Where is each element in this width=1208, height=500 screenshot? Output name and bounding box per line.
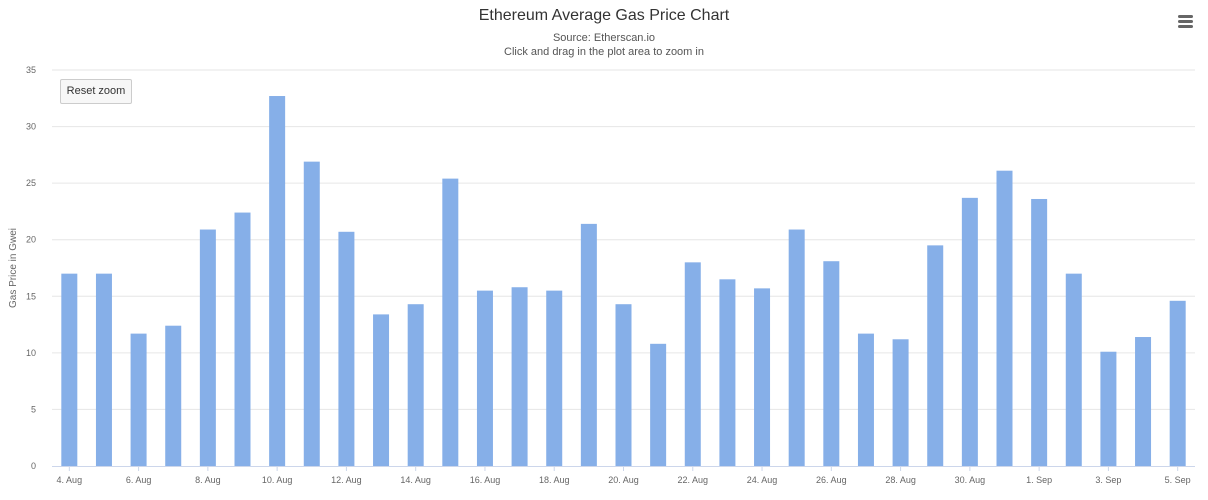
bar-13-aug[interactable] [373, 314, 390, 466]
x-tick-label: 28. Aug [885, 475, 916, 485]
hamburger-menu-icon [1178, 20, 1193, 23]
bar-26-aug[interactable] [823, 261, 840, 466]
bar-22-aug[interactable] [684, 262, 701, 466]
bar-20-aug[interactable] [615, 304, 632, 466]
bar-1-sep[interactable] [1031, 198, 1048, 467]
x-tick-label: 12. Aug [331, 475, 362, 485]
bar-18-aug[interactable] [546, 290, 563, 466]
y-tick-label: 30 [26, 122, 36, 132]
x-tick-label: 5. Sep [1165, 475, 1191, 485]
x-tick-label: 20. Aug [608, 475, 639, 485]
bar-17-aug[interactable] [511, 287, 528, 466]
bar-4-sep[interactable] [1135, 337, 1152, 466]
y-tick-label: 25 [26, 178, 36, 188]
bar-23-aug[interactable] [719, 279, 736, 466]
bar-12-aug[interactable] [338, 231, 355, 466]
x-tick-label: 14. Aug [400, 475, 431, 485]
chart-zoom-hint: Click and drag in the plot area to zoom … [504, 46, 704, 58]
bar-29-aug[interactable] [927, 245, 944, 466]
bar-30-aug[interactable] [961, 197, 978, 466]
y-tick-label: 10 [26, 348, 36, 358]
chart-subtitle: Source: Etherscan.io [552, 32, 656, 44]
reset-zoom-button[interactable]: Reset zoom [60, 79, 132, 104]
bar-2-sep[interactable] [1065, 273, 1082, 466]
x-tick-label: 3. Sep [1095, 475, 1121, 485]
bar-10-aug[interactable] [269, 96, 286, 466]
x-tick-label: 1. Sep [1026, 475, 1052, 485]
y-tick-label: 35 [26, 65, 36, 75]
chart-title: Ethereum Average Gas Price Chart [478, 7, 730, 24]
bar-19-aug[interactable] [580, 223, 597, 466]
bar-28-aug[interactable] [892, 339, 909, 466]
bar-7-aug[interactable] [165, 325, 182, 466]
bar-3-sep[interactable] [1100, 351, 1117, 466]
bar-21-aug[interactable] [650, 343, 667, 466]
y-tick-label: 20 [26, 235, 36, 245]
bar-5-aug[interactable] [95, 273, 112, 466]
bar-31-aug[interactable] [996, 170, 1013, 466]
bar-11-aug[interactable] [303, 161, 320, 466]
hamburger-menu-icon [1178, 25, 1193, 28]
y-axis-title: Gas Price in Gwei [8, 228, 19, 308]
x-tick-label: 10. Aug [262, 475, 293, 485]
bar-27-aug[interactable] [857, 333, 874, 466]
x-tick-label: 26. Aug [816, 475, 847, 485]
x-tick-label: 16. Aug [470, 475, 501, 485]
bar-16-aug[interactable] [476, 290, 493, 466]
hamburger-menu-icon [1178, 15, 1193, 18]
y-tick-label: 15 [26, 291, 36, 301]
x-tick-label: 24. Aug [747, 475, 778, 485]
x-tick-label: 18. Aug [539, 475, 570, 485]
bar-8-aug[interactable] [199, 229, 216, 466]
bar-24-aug[interactable] [754, 288, 771, 466]
x-tick-label: 22. Aug [678, 475, 709, 485]
x-tick-label: 6. Aug [126, 475, 152, 485]
bar-25-aug[interactable] [788, 229, 805, 466]
x-tick-label: 4. Aug [57, 475, 83, 485]
y-tick-label: 5 [31, 404, 36, 414]
bar-6-aug[interactable] [130, 333, 147, 466]
x-tick-label: 30. Aug [955, 475, 986, 485]
context-menu-button[interactable] [1172, 9, 1198, 33]
bar-15-aug[interactable] [442, 178, 459, 467]
y-tick-label: 0 [31, 461, 36, 471]
bar-4-aug[interactable] [61, 273, 78, 466]
bar-14-aug[interactable] [407, 304, 424, 466]
bar-5-sep[interactable] [1169, 300, 1186, 466]
bar-9-aug[interactable] [234, 212, 251, 466]
x-tick-label: 8. Aug [195, 475, 221, 485]
